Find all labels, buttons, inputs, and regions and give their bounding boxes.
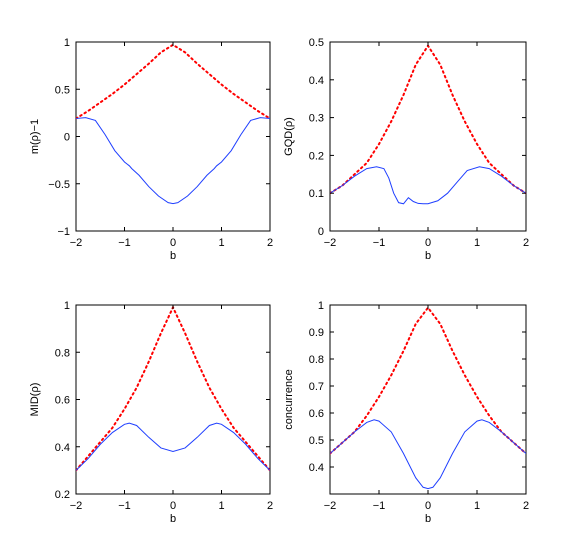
x-tick-label: −1 [373,237,386,249]
concurrence-panel: −2 −1 0 1 2 0.4 0.5 0.6 0.7 0.8 0.9 1 b concurrence [283,300,529,525]
x-tick-label: 0 [425,500,431,512]
y-tick-label: 1 [64,300,70,312]
y-tick-label: 0.1 [309,188,324,200]
y-axis-label: MID(ρ) [29,383,41,417]
x-tick-label: −2 [70,237,83,249]
y-axis-label: concurrence [283,369,295,430]
y-tick-label: 0.4 [309,75,324,87]
solid-series-line [330,166,526,205]
x-tick-label: 0 [170,500,176,512]
x-tick-label: 2 [267,500,273,512]
x-axis-label: b [170,250,176,262]
x-tick-label: 2 [267,237,273,249]
axes-box [75,41,271,232]
y-tick-label: 0.6 [309,408,324,420]
x-tick-label: 1 [218,500,224,512]
y-tick-label: 0.2 [55,489,70,501]
x-tick-label: −1 [118,500,131,512]
x-tick-label: 1 [474,500,480,512]
x-axis-label: b [170,513,176,525]
x-tick-label: −2 [324,500,337,512]
axes-box [75,304,271,495]
axes-box [329,304,527,495]
y-axis-label: m(ρ)−1 [29,119,41,154]
gqd-panel: −2 −1 0 1 2 0 0.1 0.2 0.3 0.4 0.5 b GQD(ρ) [283,37,529,262]
solid-series-line [330,419,526,490]
y-tick-label: −0.5 [48,179,70,191]
x-tick-label: 2 [523,237,529,249]
y-tick-label: 0.6 [55,395,70,407]
y-tick-label: 0.5 [309,435,324,447]
y-tick-label: 0.7 [309,381,324,393]
y-tick-label: 0.3 [309,113,324,125]
y-tick-label: 1 [64,37,70,49]
x-tick-label: −2 [70,500,83,512]
x-tick-label: 1 [218,237,224,249]
y-tick-label: 1 [318,300,324,312]
x-tick-label: −2 [324,237,337,249]
y-tick-label: 0.4 [55,442,70,454]
x-axis-label: b [425,513,431,525]
x-tick-label: 0 [170,237,176,249]
y-tick-label: 0.9 [309,327,324,339]
y-tick-label: 0.8 [309,354,324,366]
y-tick-label: 0.4 [309,462,324,474]
x-tick-label: 1 [474,237,480,249]
y-tick-label: 0 [318,226,324,238]
x-tick-label: −1 [118,237,131,249]
x-tick-label: 0 [425,237,431,249]
y-tick-label: −1 [57,226,70,238]
y-axis-label: GQD(ρ) [283,117,295,156]
x-axis-label: b [425,250,431,262]
solid-series-line [76,117,270,205]
axes-box [329,41,527,232]
y-tick-label: 0.5 [55,84,70,96]
mid-panel: −2 −1 0 1 2 0.2 0.4 0.6 0.8 1 b MID(ρ) [29,300,273,525]
y-tick-label: 0 [64,132,70,144]
y-tick-label: 0.2 [309,150,324,162]
x-tick-label: −1 [373,500,386,512]
y-tick-label: 0.5 [309,37,324,49]
solid-series-line [76,422,270,471]
y-tick-label: 0.8 [55,347,70,359]
x-tick-label: 2 [523,500,529,512]
